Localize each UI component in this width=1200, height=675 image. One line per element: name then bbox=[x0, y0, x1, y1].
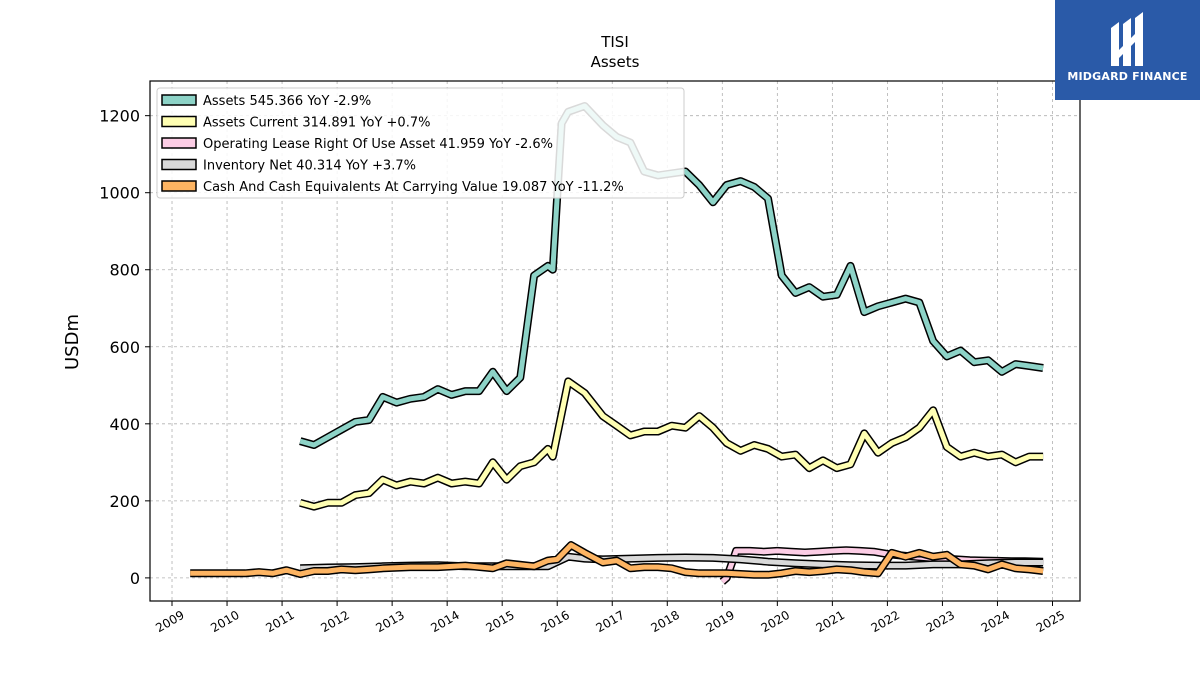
logo-mark-icon bbox=[1111, 12, 1143, 66]
y-tick-label: 600 bbox=[109, 338, 140, 357]
y-tick-label: 1200 bbox=[99, 107, 140, 126]
brand-name: MIDGARD FINANCE bbox=[1067, 70, 1188, 83]
legend-label-1: Assets Current 314.891 YoY +0.7% bbox=[203, 116, 430, 131]
legend-swatch-3 bbox=[161, 158, 197, 171]
y-tick-label: 800 bbox=[109, 261, 140, 280]
legend-swatch-4 bbox=[161, 180, 197, 192]
series-line-4 bbox=[190, 542, 1044, 578]
series-line-1 bbox=[299, 378, 1044, 510]
x-tick-label: 2020 bbox=[759, 608, 792, 635]
chart-title: TISI bbox=[600, 33, 629, 51]
legend-box bbox=[156, 87, 685, 199]
x-tick-label: 2023 bbox=[924, 608, 957, 635]
x-tick-label: 2011 bbox=[263, 608, 296, 635]
legend-label-0: Assets 545.366 YoY -2.9% bbox=[203, 94, 371, 109]
legend-label-4: Cash And Cash Equivalents At Carrying Va… bbox=[203, 180, 624, 195]
y-tick-label: 200 bbox=[109, 492, 140, 511]
legend-label-2: Operating Lease Right Of Use Asset 41.95… bbox=[203, 137, 553, 152]
x-tick-label: 2024 bbox=[979, 608, 1012, 635]
x-tick-label: 2017 bbox=[594, 608, 627, 635]
y-tick-label: 1000 bbox=[99, 184, 140, 203]
x-tick-label: 2021 bbox=[814, 608, 847, 635]
x-tick-label: 2009 bbox=[153, 608, 186, 635]
brand-logo: MIDGARD FINANCE bbox=[1055, 0, 1200, 100]
plot-frame bbox=[149, 80, 1081, 602]
x-tick-label: 2018 bbox=[649, 608, 682, 635]
y-tick-label: 0 bbox=[130, 569, 140, 588]
x-tick-label: 2016 bbox=[538, 608, 571, 635]
x-tick-label: 2025 bbox=[1034, 608, 1067, 635]
x-tick-label: 2015 bbox=[483, 608, 516, 635]
chart-subtitle: Assets bbox=[591, 53, 640, 71]
legend-label-3: Inventory Net 40.314 YoY +3.7% bbox=[203, 159, 416, 174]
x-tick-label: 2014 bbox=[428, 608, 461, 635]
legend-swatch-1 bbox=[161, 115, 197, 128]
x-tick-label: 2010 bbox=[208, 608, 241, 635]
x-tick-label: 2013 bbox=[373, 608, 406, 635]
x-tick-label: 2019 bbox=[704, 608, 737, 635]
y-axis-label: USDm bbox=[62, 314, 83, 370]
x-tick-label: 2022 bbox=[869, 608, 902, 635]
legend-swatch-0 bbox=[161, 94, 197, 106]
legend-swatch-2 bbox=[161, 137, 197, 149]
x-tick-label: 2012 bbox=[318, 608, 351, 635]
legend: Assets 545.366 YoY -2.9% Assets Current 3… bbox=[156, 87, 685, 199]
y-tick-label: 400 bbox=[109, 415, 140, 434]
